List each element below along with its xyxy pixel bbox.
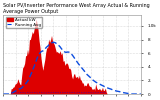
- Legend: Actual kW, Running Avg: Actual kW, Running Avg: [6, 17, 42, 28]
- Text: Solar PV/Inverter Performance West Array Actual & Running Average Power Output: Solar PV/Inverter Performance West Array…: [4, 4, 150, 14]
